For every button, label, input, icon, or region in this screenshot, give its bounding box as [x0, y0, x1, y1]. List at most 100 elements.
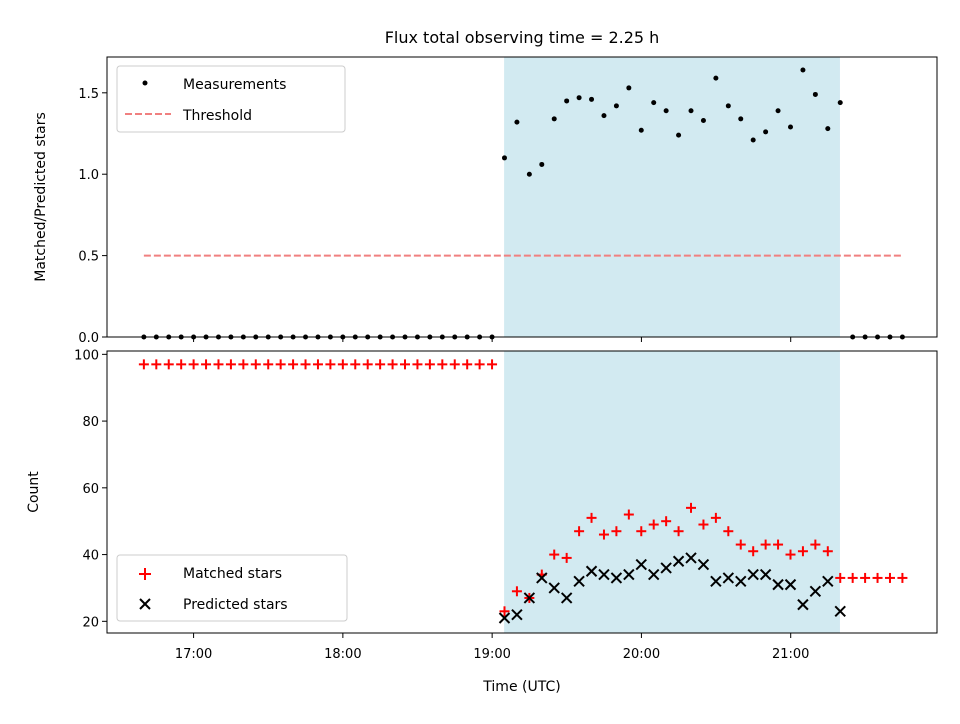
matched-star-point	[225, 359, 236, 370]
matched-star-point	[325, 359, 336, 370]
matched-star-point	[636, 526, 647, 537]
predicted-star-point	[660, 562, 672, 574]
matched-star-point	[735, 539, 746, 550]
measurement-point	[825, 126, 831, 132]
matched-star-point	[201, 359, 212, 370]
matched-star-point	[151, 359, 162, 370]
measurement-point	[576, 95, 582, 101]
ratio-observing-span	[504, 57, 840, 337]
count-ytick-label: 40	[82, 549, 99, 564]
predicted-star-point	[834, 605, 846, 618]
predicted-star-point	[573, 575, 585, 587]
matched-star-point	[238, 359, 249, 370]
predicted-star-point	[536, 572, 548, 584]
matched-star-point	[586, 512, 597, 523]
predicted-star-point	[560, 592, 573, 604]
matched-star-point	[773, 539, 784, 550]
predicted-star-point	[672, 555, 685, 567]
ratio-ytick-label: 1.5	[78, 87, 99, 102]
matched-star-point	[462, 359, 473, 370]
legend-matched-label: Matched stars	[183, 566, 282, 582]
matched-star-point	[437, 359, 448, 370]
matched-star-point	[847, 572, 858, 583]
matched-star-point	[748, 546, 759, 557]
matched-star-point	[897, 572, 908, 583]
predicted-star-point	[685, 552, 697, 564]
measurement-point	[688, 108, 694, 114]
matched-star-point	[312, 359, 323, 370]
matched-star-point	[424, 359, 435, 370]
measurement-point	[775, 108, 781, 114]
ratio-legend: Measurements Threshold	[116, 65, 346, 133]
measurement-point	[651, 100, 657, 106]
matched-star-point	[362, 359, 373, 370]
matched-star-point	[337, 359, 348, 370]
matched-star-point	[511, 586, 522, 597]
measurement-point	[812, 91, 818, 97]
count-ytick-label: 20	[82, 615, 99, 630]
matched-star-point	[474, 359, 485, 370]
measurement-point	[626, 85, 632, 91]
matched-star-point	[213, 359, 224, 370]
matched-star-point	[648, 519, 659, 530]
measurement-point	[539, 161, 545, 167]
matched-star-point	[686, 502, 697, 513]
predicted-star-point	[722, 572, 735, 584]
count-panel-frame	[106, 350, 938, 634]
matched-star-point	[163, 359, 174, 370]
xtick-label: 19:00	[473, 647, 510, 662]
measurement-point	[663, 108, 669, 114]
measurement-point	[514, 119, 520, 125]
predicted-star-point	[523, 592, 536, 604]
matched-star-point	[250, 359, 261, 370]
predicted-star-point	[697, 558, 710, 571]
legend-predicted-marker	[139, 598, 151, 610]
measurement-point	[713, 75, 719, 81]
matched-star-point	[263, 359, 274, 370]
measurement-point	[501, 155, 507, 161]
predicted-star-point	[759, 568, 772, 581]
ratio-ytick-label: 1.0	[78, 168, 99, 183]
matched-star-point	[300, 359, 311, 370]
matched-star-point	[188, 359, 199, 370]
matched-star-point	[760, 539, 771, 550]
predicted-star-point	[548, 582, 560, 594]
matched-star-point	[723, 526, 734, 537]
matched-star-point	[598, 529, 609, 540]
matched-star-point	[810, 539, 821, 550]
measurement-point	[837, 100, 843, 106]
measurement-point	[551, 116, 557, 122]
count-ytick-label: 60	[82, 482, 99, 497]
chart-title: Flux total observing time = 2.25 h	[385, 28, 660, 47]
matched-star-point	[785, 549, 796, 560]
matched-star-point	[400, 359, 411, 370]
matched-star-point	[549, 549, 560, 560]
count-ylabel: Count	[26, 471, 42, 513]
count-observing-span	[504, 351, 840, 633]
legend-threshold-label: Threshold	[182, 108, 252, 124]
xtick-label: 21:00	[772, 647, 809, 662]
legend-measurements-marker	[142, 80, 148, 86]
matched-star-point	[710, 512, 721, 523]
matched-star-point	[138, 359, 149, 370]
xtick-label: 20:00	[623, 647, 660, 662]
matched-star-point	[884, 572, 895, 583]
predicted-star-point	[772, 578, 784, 591]
matched-star-point	[623, 509, 634, 520]
predicted-star-point	[784, 578, 797, 591]
predicted-star-point	[598, 568, 610, 581]
matched-star-point	[797, 546, 808, 557]
count-ytick-label: 100	[74, 348, 99, 363]
matched-star-point	[835, 572, 846, 583]
measurement-point	[787, 124, 793, 130]
predicted-star-point	[498, 612, 511, 624]
predicted-star-point	[710, 575, 722, 587]
measurement-point	[763, 129, 769, 135]
count-ytick-label: 80	[82, 415, 99, 430]
predicted-star-point	[822, 575, 834, 587]
measurement-point	[601, 113, 607, 119]
legend-measurements-label: Measurements	[183, 77, 286, 93]
ratio-ytick-label: 0.0	[78, 331, 99, 346]
matched-star-point	[698, 519, 709, 530]
ratio-panel: 0.0 0.5 1.0 1.5 Matched/Predicted stars Mea…	[33, 56, 938, 346]
